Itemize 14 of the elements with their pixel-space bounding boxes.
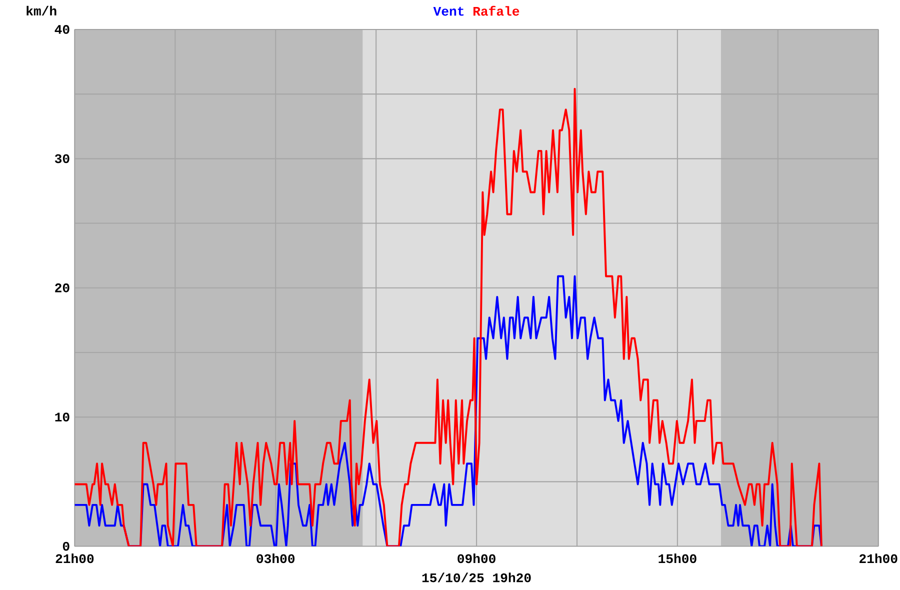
text: Rafale [473, 6, 520, 16]
x-tick-label: 15h00 [658, 554, 696, 564]
text: 15/10/25 19h20 [422, 572, 531, 582]
y-tick-label: 10 [55, 412, 70, 422]
text: Vent [433, 7, 464, 16]
x-tick-label: 21h00 [860, 554, 898, 564]
x-tick-label: 03h00 [256, 554, 295, 564]
x-tick-label: 21h00 [56, 554, 94, 564]
y-tick-label: 0 [62, 542, 70, 551]
y-axis-title: km/h [26, 6, 56, 16]
y-tick-label: 30 [54, 154, 70, 164]
x-tick-label: 09h00 [458, 554, 496, 564]
y-tick-label: 40 [54, 25, 70, 34]
y-tick-label: 20 [55, 284, 70, 293]
